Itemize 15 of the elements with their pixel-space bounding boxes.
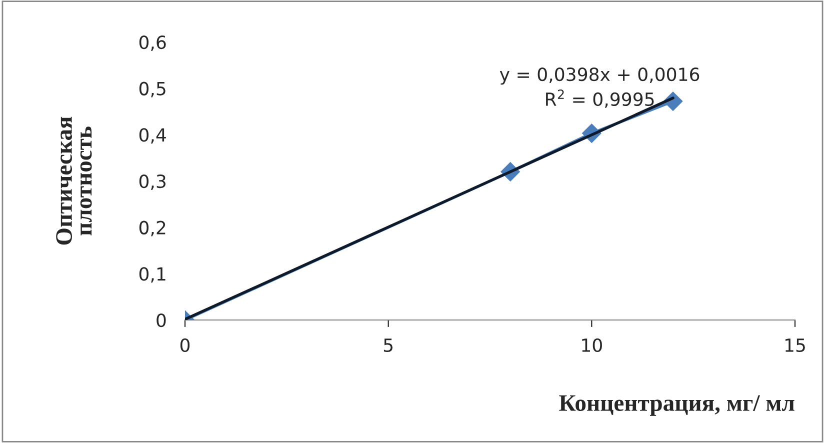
y-tick-label: 0,6	[139, 35, 166, 51]
y-tick-label: 0,3	[139, 174, 166, 190]
y-tick-label: 0,5	[139, 82, 166, 98]
x-tick-label: 15	[785, 338, 805, 352]
x-tick-label: 5	[384, 338, 392, 352]
y-tick-label: 0	[156, 313, 166, 328]
x-axis-title: Концентрация, мг/ мл	[559, 395, 794, 416]
annotation: y = 0,0398x + 0,0016	[500, 68, 700, 85]
y-axis-title: Оптическая плотность	[56, 116, 92, 245]
y-tick-label: 0,4	[139, 128, 166, 144]
annotation: R$^{2}$ = 0,9995	[546, 90, 654, 108]
x-tick-label: 0	[180, 338, 190, 352]
x-tick-label: 10	[582, 338, 602, 352]
y-tick-label: 0,1	[139, 267, 166, 283]
y-tick-label: 0,2	[139, 220, 166, 236]
